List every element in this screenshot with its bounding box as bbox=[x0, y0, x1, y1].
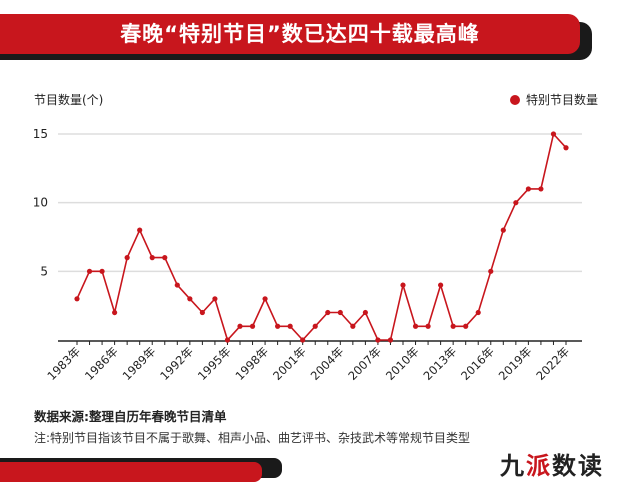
data-point bbox=[463, 323, 469, 329]
y-tick-label: 10 bbox=[33, 196, 48, 210]
data-point bbox=[249, 323, 256, 329]
bottom-bar bbox=[0, 462, 262, 482]
data-point bbox=[400, 282, 406, 288]
data-point bbox=[425, 323, 431, 329]
legend: 特别节目数量 bbox=[509, 91, 598, 108]
x-tick-label: 2019年 bbox=[496, 344, 535, 383]
data-point bbox=[149, 255, 155, 261]
x-tick-label: 2022年 bbox=[533, 344, 572, 383]
legend-marker bbox=[509, 94, 520, 105]
x-tick-label: 2010年 bbox=[383, 344, 422, 383]
data-point bbox=[275, 323, 281, 329]
data-point bbox=[438, 282, 444, 288]
data-point bbox=[287, 323, 293, 329]
data-point bbox=[362, 309, 368, 316]
y-tick-label: 5 bbox=[40, 264, 48, 278]
y-tick-label: 15 bbox=[33, 127, 48, 141]
data-point bbox=[538, 186, 544, 192]
brand-logo: 九派数读 bbox=[500, 446, 604, 481]
data-point bbox=[475, 309, 481, 316]
x-tick-label: 1998年 bbox=[232, 344, 271, 383]
x-tick-label: 2007年 bbox=[345, 344, 384, 383]
data-point bbox=[337, 309, 343, 316]
data-point bbox=[74, 296, 80, 302]
data-point bbox=[513, 200, 519, 206]
data-point bbox=[350, 323, 356, 329]
footnote: 注:特别节目指该节目不属于歌舞、相声小品、曲艺评书、杂技武术等常规节目类型 bbox=[34, 431, 471, 445]
data-point bbox=[86, 268, 93, 274]
legend-label: 特别节目数量 bbox=[525, 93, 598, 107]
data-point bbox=[187, 296, 193, 302]
data-point bbox=[387, 337, 394, 343]
data-point bbox=[450, 323, 456, 329]
x-tick-label: 1989年 bbox=[120, 344, 159, 383]
x-tick-label: 1986年 bbox=[82, 344, 121, 383]
data-point bbox=[325, 309, 331, 316]
data-point bbox=[300, 337, 306, 343]
data-point bbox=[488, 268, 494, 274]
data-point bbox=[262, 296, 268, 302]
brand-prefix: 九 bbox=[500, 452, 526, 480]
data-point bbox=[174, 282, 180, 288]
data-point bbox=[99, 268, 105, 274]
data-point bbox=[525, 186, 531, 192]
data-point bbox=[412, 323, 419, 329]
x-tick-label: 1995年 bbox=[195, 344, 234, 383]
data-point bbox=[312, 323, 318, 329]
data-point bbox=[237, 323, 243, 329]
title-bar bbox=[0, 14, 580, 54]
data-point bbox=[563, 145, 569, 151]
data-source: 数据来源:整理自历年春晚节目清单 bbox=[34, 409, 227, 424]
x-tick-label: 1992年 bbox=[157, 344, 196, 383]
data-point bbox=[124, 255, 130, 261]
series-line bbox=[76, 132, 567, 342]
data-point bbox=[550, 131, 557, 137]
x-tick-label: 2004年 bbox=[308, 344, 347, 383]
brand-accent: 派 bbox=[526, 452, 552, 480]
data-point bbox=[199, 309, 205, 316]
data-point bbox=[500, 227, 506, 233]
y-axis-label: 节目数量(个) bbox=[34, 93, 104, 107]
data-point bbox=[375, 337, 381, 343]
x-tick-label: 2001年 bbox=[270, 344, 309, 383]
data-point bbox=[137, 227, 143, 233]
brand-suffix: 数读 bbox=[552, 452, 604, 480]
data-point bbox=[162, 255, 168, 261]
x-tick-label: 2013年 bbox=[421, 344, 460, 383]
x-tick-label: 1983年 bbox=[44, 344, 83, 383]
data-point bbox=[112, 309, 118, 316]
data-point bbox=[224, 337, 231, 343]
x-tick-label: 2016年 bbox=[458, 344, 497, 383]
data-point bbox=[212, 296, 218, 302]
chart-title: 春晚“特别节目”数已达四十载最高峰 bbox=[120, 22, 480, 46]
